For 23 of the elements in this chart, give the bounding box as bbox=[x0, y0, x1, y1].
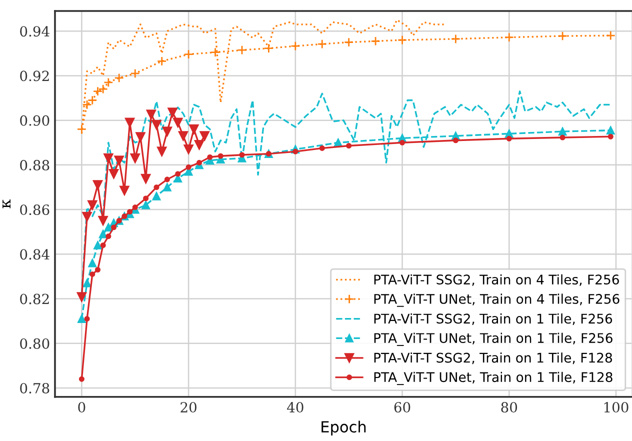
y-tick-label: 0.82 bbox=[20, 294, 49, 304]
x-axis-title: Epoch bbox=[322, 420, 366, 436]
x-tick-label: 20 bbox=[180, 402, 196, 413]
legend-label: PTA_ViT-T UNet, Train on 1 Tile, F128 bbox=[374, 372, 612, 386]
x-tick-label: 100 bbox=[604, 402, 628, 413]
x-tick-label: 60 bbox=[394, 402, 410, 413]
y-tick-label: 0.86 bbox=[20, 204, 50, 216]
y-tick-label: 0.84 bbox=[20, 249, 50, 260]
y-tick-label: 0.92 bbox=[20, 70, 49, 82]
y-tick-label: 0.90 bbox=[20, 115, 50, 126]
y-tick-label: 0.88 bbox=[20, 160, 50, 170]
x-tick-label: 40 bbox=[287, 402, 304, 413]
y-tick-label: 0.94 bbox=[20, 26, 50, 37]
legend-label: PTA-ViT-T SSG2, Train on 1 Tile, F128 bbox=[374, 352, 612, 364]
x-tick-label: 80 bbox=[501, 402, 518, 413]
legend-label: PTA-ViT-T SSG2, Train on 4 Tiles, F256 bbox=[374, 274, 619, 286]
y-axis-title: κ bbox=[2, 199, 10, 208]
x-tick-label: 0 bbox=[78, 402, 86, 413]
legend-label: PTA-ViT-T SSG2, Train on 1 Tile, F256 bbox=[374, 313, 612, 325]
legend-label: PTA_ViT-T UNet, Train on 4 Tiles, F256 bbox=[374, 294, 620, 307]
y-tick-label: 0.80 bbox=[20, 338, 50, 349]
y-tick-label: 0.78 bbox=[20, 382, 50, 394]
legend-label: PTA_ViT-T UNet, Train on 1 Tile, F256 bbox=[374, 332, 612, 346]
